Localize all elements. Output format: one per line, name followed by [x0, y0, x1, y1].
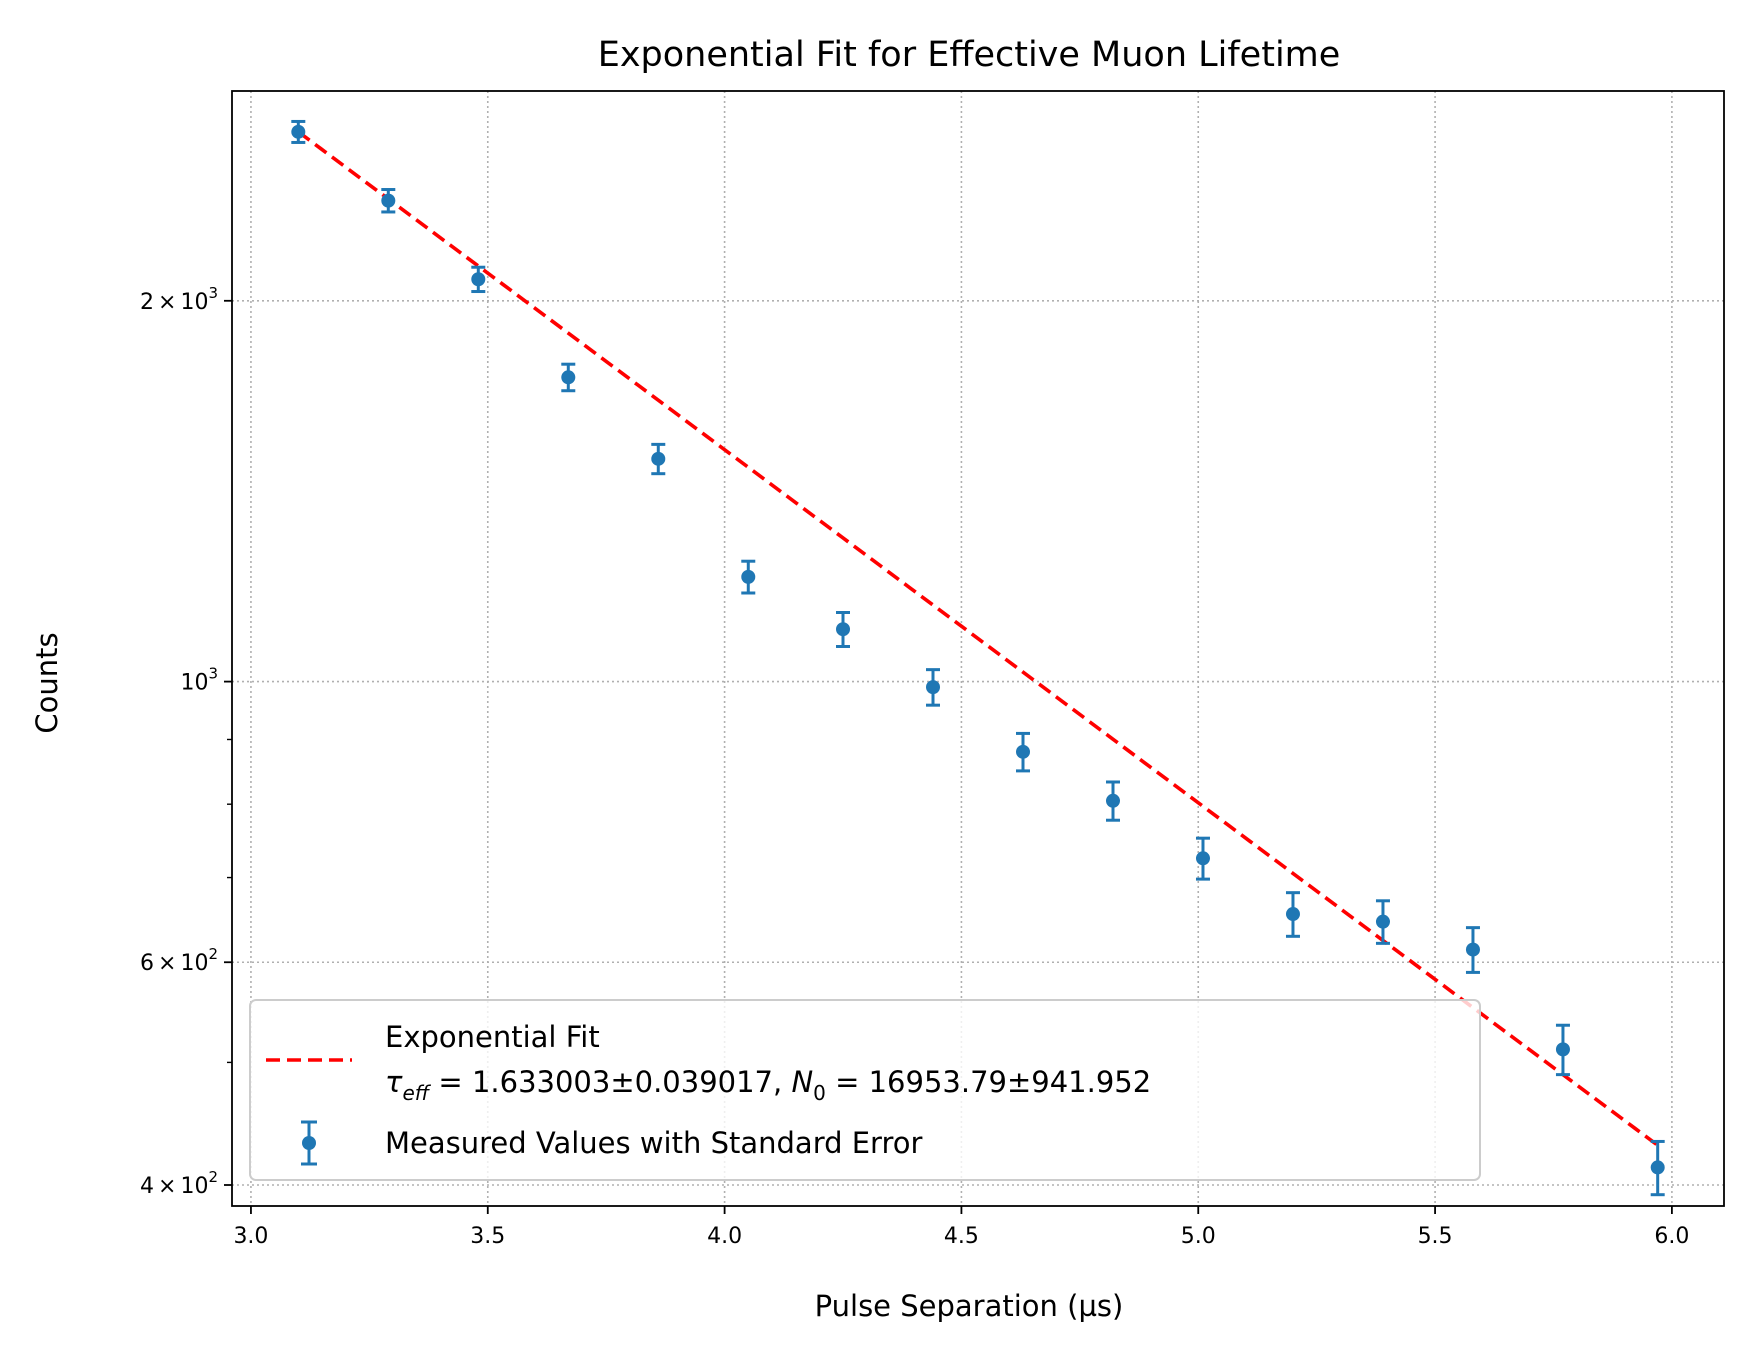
data-point: [1105, 793, 1120, 808]
plot-frame: [231, 90, 1725, 1207]
x-tick-label: 3.5: [470, 1224, 505, 1249]
y-tick-label-part: 10: [180, 951, 208, 976]
y-tick-label-part: 6: [140, 951, 154, 976]
x-tick-label: 4.0: [707, 1224, 742, 1249]
legend-box: [249, 999, 1481, 1181]
x-tick-label: 5.5: [1418, 1224, 1453, 1249]
chart-title: Exponential Fit for Effective Muon Lifet…: [598, 35, 1341, 75]
data-point: [1465, 942, 1480, 957]
data-point: [471, 272, 486, 287]
data-point: [741, 569, 756, 584]
y-tick-label-part: 10: [180, 671, 208, 696]
series-layer: [291, 119, 1665, 1197]
legend-n-value: = 16953.79±941.952: [826, 1065, 1151, 1099]
fit-line: [297, 130, 1659, 1147]
legend: Exponential Fit τeff = 1.633003±0.039017…: [249, 999, 1481, 1181]
data-point: [1375, 914, 1390, 929]
y-tick-label-part: 2: [208, 1168, 218, 1186]
data-points: [291, 119, 1665, 1197]
y-tick-label: 4 × 102: [140, 1168, 218, 1199]
y-tick-label: 103: [180, 665, 218, 696]
legend-n-subscript: 0: [813, 1081, 826, 1105]
grid: [232, 91, 1724, 1206]
data-point: [1285, 907, 1300, 922]
y-tick-label-part: 10: [180, 290, 208, 315]
data-point: [1555, 1042, 1570, 1057]
y-tick-label-part: 10: [180, 1174, 208, 1199]
x-tick-label: 6.0: [1654, 1224, 1689, 1249]
data-point: [1195, 851, 1210, 866]
data-point: [651, 451, 666, 466]
y-tick-label-part: 4: [140, 1174, 154, 1199]
legend-data-label: Measured Values with Standard Error: [385, 1126, 922, 1160]
x-tick-label: 4.5: [944, 1224, 979, 1249]
y-tick-label-part: ×: [158, 951, 176, 976]
y-tick-label-part: ×: [158, 290, 176, 315]
y-tick-label-part: ×: [158, 1174, 176, 1199]
y-tick-label-part: 2: [140, 290, 154, 315]
data-point: [561, 370, 576, 385]
legend-fit-label: Exponential Fit: [385, 1020, 600, 1054]
x-axis: 3.0 3.5 4.0 4.5 5.0 5.5 6.0: [233, 1206, 1689, 1249]
data-point: [291, 124, 306, 139]
x-tick-label: 3.0: [233, 1224, 268, 1249]
data-point: [926, 680, 941, 695]
legend-fit-parameters: τeff = 1.633003±0.039017, N0 = 16953.79±…: [385, 1065, 1151, 1105]
y-axis-label: Counts: [30, 632, 64, 733]
legend-tau-subscript: eff: [402, 1081, 431, 1105]
legend-data-swatch: [301, 1120, 317, 1166]
data-point: [1650, 1160, 1665, 1175]
y-tick-label: 2 × 103: [140, 284, 218, 315]
legend-tau-symbol: τ: [385, 1065, 403, 1099]
legend-n-symbol: N: [791, 1065, 813, 1099]
y-tick-label-part: 3: [208, 284, 218, 302]
y-tick-label-part: 3: [208, 665, 218, 683]
y-tick-label: 6 × 102: [140, 945, 218, 976]
data-point: [1015, 744, 1030, 759]
data-point: [381, 193, 396, 208]
data-point: [836, 622, 851, 637]
x-tick-label: 5.0: [1181, 1224, 1216, 1249]
x-axis-label: Pulse Separation (µs): [815, 1289, 1124, 1323]
y-tick-label-part: 2: [208, 945, 218, 963]
legend-tau-value: = 1.633003±0.039017,: [429, 1065, 791, 1099]
